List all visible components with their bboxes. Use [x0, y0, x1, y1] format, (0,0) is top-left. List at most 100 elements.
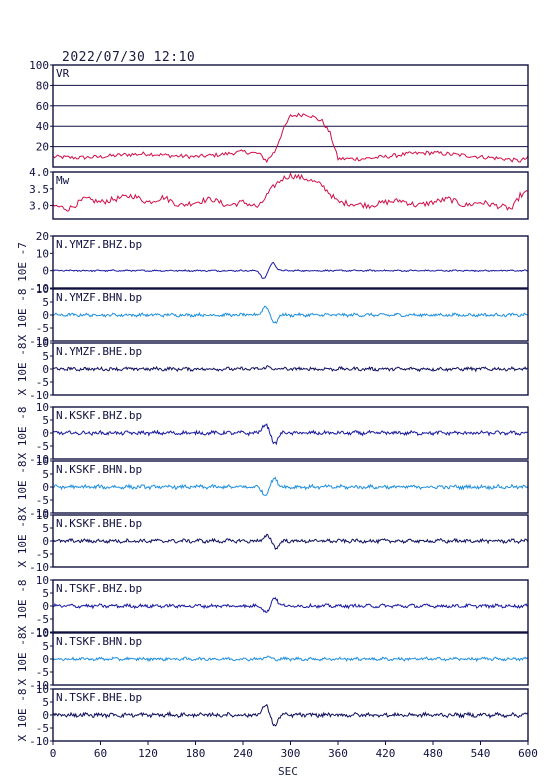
y-tick-label: 0: [42, 709, 49, 722]
y-tick-label: 4.0: [29, 166, 49, 179]
panel-frame: [52, 64, 529, 168]
x-tick-label: 480: [423, 747, 443, 760]
y-tick-label: 10: [36, 627, 49, 640]
y-tick-label: 10: [36, 247, 49, 260]
panel-label: VR: [56, 67, 70, 80]
y-tick-label: -10: [29, 735, 49, 748]
y-tick-label: -10: [29, 626, 49, 639]
y-tick-label: 3.0: [29, 200, 49, 213]
y-axis-unit-label: X 10E -8: [16, 515, 29, 568]
y-tick-label: 5: [42, 350, 49, 363]
y-tick-label: -5: [36, 322, 49, 335]
y-tick-label: -5: [36, 722, 49, 735]
series-line: [52, 596, 529, 613]
y-tick-label: 5: [42, 587, 49, 600]
y-tick-label: 3.5: [29, 183, 49, 196]
series-line: [52, 112, 529, 164]
y-tick-label: 10: [36, 337, 49, 350]
panel-frame: [52, 235, 529, 289]
series-line: [52, 476, 529, 496]
y-tick-label: 0: [42, 427, 49, 440]
y-axis-unit-label: X 10E -8: [16, 689, 29, 742]
y-tick-label: 20: [36, 141, 49, 154]
panel-frame: [52, 171, 529, 220]
x-tick-label: 540: [471, 747, 491, 760]
x-tick-label: 0: [50, 747, 57, 760]
panel-label: N.KSKF.BHE.bp: [56, 517, 142, 530]
y-tick-label: 5: [42, 522, 49, 535]
series-line: [52, 172, 529, 212]
y-axis-unit-label: 10E -7: [16, 242, 29, 282]
y-tick-label: 10: [36, 509, 49, 522]
panel-label: Mw: [56, 174, 70, 187]
x-tick-label: 600: [518, 747, 538, 760]
x-tick-label: 180: [186, 747, 206, 760]
y-tick-label: 5: [42, 640, 49, 653]
y-tick-label: -5: [36, 376, 49, 389]
y-tick-label: -10: [29, 389, 49, 402]
y-tick-label: -5: [36, 494, 49, 507]
y-axis-unit-label: X 10E -8: [16, 580, 29, 633]
series-line: [52, 305, 529, 324]
panel-label: N.TSKF.BHN.bp: [56, 635, 142, 648]
y-axis-unit-label: X 10E -8: [16, 633, 29, 686]
y-tick-label: 5: [42, 296, 49, 309]
y-tick-label: -10: [29, 335, 49, 348]
panel-frame: [52, 288, 529, 342]
y-tick-label: 10: [36, 283, 49, 296]
x-tick-label: 60: [94, 747, 107, 760]
y-tick-label: 5: [42, 414, 49, 427]
panel-frame: [52, 406, 529, 460]
x-tick-label: 420: [376, 747, 396, 760]
y-tick-label: -10: [29, 507, 49, 520]
y-tick-label: -10: [29, 282, 49, 295]
y-tick-label: -10: [29, 453, 49, 466]
y-tick-label: -5: [36, 440, 49, 453]
y-tick-label: 0: [42, 309, 49, 322]
y-tick-label: -10: [29, 561, 49, 574]
y-tick-label: 5: [42, 696, 49, 709]
series-line: [53, 261, 529, 280]
series-line: [52, 703, 529, 727]
series-line: [52, 365, 529, 373]
y-tick-label: 0: [42, 535, 49, 548]
y-tick-label: -5: [36, 666, 49, 679]
x-tick-label: 300: [281, 747, 301, 760]
y-tick-label: 10: [36, 401, 49, 414]
x-tick-label: 120: [138, 747, 158, 760]
panel-frame: [52, 342, 529, 396]
x-tick-label: 240: [233, 747, 253, 760]
y-axis-unit-label: X 10E -8: [16, 461, 29, 514]
panel-label: N.TSKF.BHE.bp: [56, 691, 142, 704]
y-tick-label: 0: [42, 600, 49, 613]
panel-label: N.YMZF.BHN.bp: [56, 291, 142, 304]
x-axis-label: SEC: [278, 765, 298, 778]
panel-label: N.KSKF.BHZ.bp: [56, 409, 142, 422]
chart-title: 2022/07/30 12:10: [62, 50, 196, 65]
y-tick-label: 0: [42, 363, 49, 376]
y-tick-label: 60: [36, 100, 49, 113]
panel-label: N.YMZF.BHE.bp: [56, 345, 142, 358]
y-tick-label: 80: [36, 79, 49, 92]
panel-frame: [52, 460, 529, 514]
y-tick-label: 5: [42, 468, 49, 481]
y-axis-unit-label: X 10E -8: [16, 289, 29, 342]
panel-label: N.TSKF.BHZ.bp: [56, 582, 142, 595]
y-tick-label: 10: [36, 683, 49, 696]
y-tick-label: 10: [36, 455, 49, 468]
y-tick-label: 20: [36, 230, 49, 243]
y-tick-label: -10: [29, 679, 49, 692]
y-tick-label: -5: [36, 613, 49, 626]
y-tick-label: 0: [42, 653, 49, 666]
panel-frame: [52, 632, 529, 686]
y-tick-label: 0: [42, 481, 49, 494]
y-tick-label: 40: [36, 120, 49, 133]
series-line: [52, 655, 529, 663]
panel-frame: [52, 514, 529, 568]
y-tick-label: 100: [29, 59, 49, 72]
x-tick-label: 360: [328, 747, 348, 760]
panel-frame: [52, 579, 529, 633]
series-line: [52, 533, 529, 550]
y-axis-unit-label: X 10E -8: [16, 407, 29, 460]
